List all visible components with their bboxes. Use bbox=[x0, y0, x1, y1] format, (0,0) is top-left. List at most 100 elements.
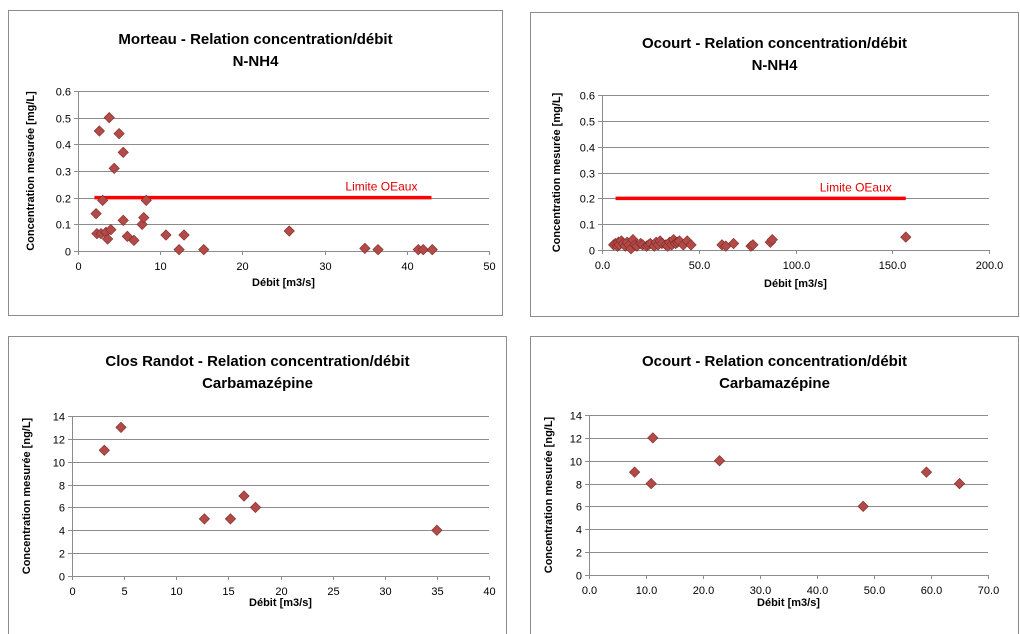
chart-frame bbox=[530, 336, 1019, 634]
data-point bbox=[178, 229, 190, 241]
chart-title-line-1: Ocourt - Relation concentration/débit bbox=[642, 353, 907, 370]
x-tick-label: 100.0 bbox=[783, 260, 811, 272]
x-tick-label: 40 bbox=[401, 261, 413, 273]
x-axis-label: Débit [m3/s] bbox=[757, 597, 820, 609]
data-point bbox=[431, 524, 443, 536]
chart-svg-3: Ocourt - Relation concentration/débit Car… bbox=[530, 336, 1019, 634]
data-point bbox=[117, 214, 129, 226]
x-tick-label: 70.0 bbox=[978, 585, 999, 597]
limit-label: Limite OEaux bbox=[345, 180, 417, 194]
x-tick-label: 10.0 bbox=[636, 585, 657, 597]
x-tick-label: 50 bbox=[483, 261, 495, 273]
y-tick-label: 12 bbox=[570, 434, 582, 446]
data-point bbox=[140, 194, 152, 206]
data-point bbox=[198, 244, 210, 256]
data-point bbox=[900, 231, 912, 243]
data-point bbox=[90, 208, 102, 220]
data-point bbox=[198, 513, 211, 525]
y-tick-label: 12 bbox=[53, 435, 65, 447]
x-tick-label: 30 bbox=[379, 586, 391, 598]
x-axis-label: Débit [m3/s] bbox=[249, 597, 312, 609]
chart-frame bbox=[530, 12, 1019, 317]
chart-title-line-2: Carbamazépine bbox=[202, 375, 313, 392]
x-axis-label: Débit [m3/s] bbox=[252, 277, 315, 289]
y-tick-label: 2 bbox=[59, 549, 65, 561]
limit-label: Limite OEaux bbox=[820, 180, 892, 194]
x-tick-label: 15 bbox=[222, 586, 234, 598]
data-point bbox=[747, 239, 759, 251]
x-tick-label: 35 bbox=[431, 586, 443, 598]
chart-panel-ocourt-carbamazepine: Ocourt - Relation concentration/débit Car… bbox=[530, 336, 1019, 634]
chart-panel-ocourt-nnh4: Ocourt - Relation concentration/débit N-N… bbox=[530, 12, 1019, 317]
x-tick-label: 0 bbox=[69, 586, 75, 598]
data-point bbox=[103, 112, 115, 124]
data-point bbox=[138, 212, 150, 224]
y-tick-label: 4 bbox=[576, 525, 582, 537]
y-tick-label: 2 bbox=[576, 548, 582, 560]
data-point bbox=[417, 244, 429, 256]
x-tick-label: 50.0 bbox=[864, 585, 885, 597]
y-tick-label: 14 bbox=[53, 412, 65, 424]
y-tick-label: 14 bbox=[570, 411, 582, 423]
chart-title-line-2: Carbamazépine bbox=[719, 375, 830, 392]
data-point bbox=[372, 244, 384, 256]
x-tick-label: 30 bbox=[319, 261, 331, 273]
chart-svg-2: Clos Randot - Relation concentration/déb… bbox=[8, 336, 507, 634]
data-point bbox=[283, 225, 295, 237]
y-tick-label: 10 bbox=[53, 458, 65, 470]
x-tick-label: 10 bbox=[154, 261, 166, 273]
y-tick-label: 0.4 bbox=[580, 143, 595, 155]
chart-title-line-2: N-NH4 bbox=[752, 57, 798, 74]
data-point bbox=[953, 477, 966, 490]
data-point bbox=[108, 162, 120, 174]
data-point bbox=[173, 244, 185, 256]
y-tick-label: 6 bbox=[576, 502, 582, 514]
y-tick-label: 0.1 bbox=[56, 220, 71, 232]
x-axis-label: Débit [m3/s] bbox=[764, 278, 827, 290]
data-point bbox=[93, 125, 105, 137]
data-point bbox=[713, 455, 726, 467]
y-axis-label: Concentration mesurée [mg/L] bbox=[25, 91, 37, 251]
x-tick-label: 40.0 bbox=[807, 585, 828, 597]
data-point bbox=[249, 501, 262, 514]
chart-frame bbox=[8, 10, 503, 316]
y-tick-label: 0.4 bbox=[56, 140, 71, 152]
data-point bbox=[645, 477, 657, 490]
chart-title-line-1: Morteau - Relation concentration/débit bbox=[118, 31, 392, 48]
x-tick-label: 20 bbox=[236, 261, 248, 273]
x-tick-label: 5 bbox=[121, 586, 127, 598]
y-tick-label: 0.2 bbox=[56, 194, 71, 206]
y-tick-label: 0.2 bbox=[580, 194, 595, 206]
data-point bbox=[105, 224, 117, 236]
data-point bbox=[647, 432, 659, 444]
data-point bbox=[426, 244, 438, 256]
x-tick-label: 0.0 bbox=[582, 585, 597, 597]
y-tick-label: 8 bbox=[576, 480, 582, 492]
data-point bbox=[101, 233, 114, 245]
y-axis-label: Concentration mesurée [ng/L] bbox=[21, 417, 33, 574]
y-axis-label: Concentration mesurée [mg/L] bbox=[551, 92, 563, 252]
data-point bbox=[920, 466, 933, 478]
data-point bbox=[224, 513, 237, 525]
chart-svg-0: Morteau - Relation concentration/débit N-… bbox=[8, 10, 503, 316]
data-point bbox=[117, 146, 129, 158]
y-tick-label: 0 bbox=[59, 572, 65, 584]
data-point bbox=[685, 239, 697, 251]
y-tick-label: 4 bbox=[59, 526, 65, 538]
data-point bbox=[766, 234, 778, 246]
x-tick-label: 20.0 bbox=[693, 585, 714, 597]
y-tick-label: 0 bbox=[576, 571, 582, 583]
data-point bbox=[238, 490, 250, 502]
y-tick-label: 0.3 bbox=[56, 167, 71, 179]
data-point bbox=[97, 194, 109, 206]
data-point bbox=[128, 234, 140, 246]
x-tick-label: 0.0 bbox=[595, 260, 610, 272]
data-point bbox=[113, 128, 125, 140]
y-tick-label: 0.3 bbox=[580, 169, 595, 181]
data-point bbox=[115, 421, 127, 434]
y-tick-label: 10 bbox=[570, 457, 582, 469]
chart-title-line-1: Clos Randot - Relation concentration/déb… bbox=[105, 353, 409, 370]
y-tick-label: 8 bbox=[59, 481, 65, 493]
chart-frame bbox=[8, 336, 507, 634]
x-tick-label: 200.0 bbox=[976, 260, 1004, 272]
